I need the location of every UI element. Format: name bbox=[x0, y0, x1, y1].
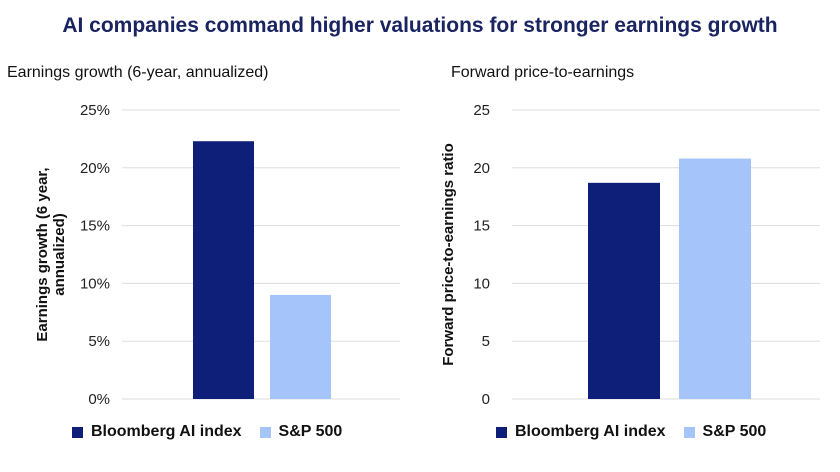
y-axis-label: Earnings growth (6 year, bbox=[34, 167, 51, 341]
page-title: AI companies command higher valuations f… bbox=[62, 14, 778, 37]
y-tick-label: 20 bbox=[473, 160, 490, 177]
left-chart-title: Earnings growth (6-year, annualized) bbox=[7, 64, 269, 81]
y-tick-label: 0 bbox=[482, 391, 490, 408]
y-tick-label: 25% bbox=[80, 102, 110, 119]
bar-sp500 bbox=[679, 158, 751, 399]
legend-item-ai-index: Bloomberg AI index bbox=[496, 423, 666, 441]
y-tick-label: 15% bbox=[80, 218, 110, 235]
right-chart-title: Forward price-to-earnings bbox=[451, 64, 635, 81]
bar-ai-index bbox=[588, 182, 660, 399]
y-tick-label: 5% bbox=[88, 333, 110, 350]
bar-sp500 bbox=[270, 294, 331, 399]
legend-label: Bloomberg AI index bbox=[515, 423, 666, 440]
left-legend: Bloomberg AI index S&P 500 bbox=[72, 423, 360, 441]
legend-label: S&P 500 bbox=[702, 423, 767, 440]
y-axis-label: annualized) bbox=[51, 213, 68, 296]
y-tick-label: 15 bbox=[473, 218, 490, 235]
bar-ai-index bbox=[193, 141, 254, 399]
y-axis-label: Forward price-to-earnings ratio bbox=[440, 143, 457, 366]
y-tick-label: 5 bbox=[482, 333, 490, 350]
legend-label: S&P 500 bbox=[278, 423, 343, 440]
forward-pe-chart: 0 5 10 15 20 25 Forward price-to-earnings rati… bbox=[440, 102, 820, 408]
right-legend: Bloomberg AI index S&P 500 bbox=[496, 423, 784, 441]
legend-swatch-sp500 bbox=[683, 426, 695, 438]
earnings-growth-chart: 0% 5% 10% 15% 20% 25% Earnings growth (6 year,… bbox=[34, 102, 400, 408]
y-tick-label: 0% bbox=[88, 391, 110, 408]
y-tick-label: 20% bbox=[80, 160, 110, 177]
legend-item-sp500: S&P 500 bbox=[259, 423, 343, 441]
legend-label: Bloomberg AI index bbox=[91, 423, 242, 440]
y-tick-label: 10% bbox=[80, 275, 110, 292]
legend-item-ai-index: Bloomberg AI index bbox=[72, 423, 242, 441]
legend-swatch-ai-index bbox=[496, 426, 507, 438]
y-tick-label: 25 bbox=[473, 102, 490, 119]
y-tick-label: 10 bbox=[473, 275, 490, 292]
legend-swatch-ai-index bbox=[72, 426, 83, 438]
legend-swatch-sp500 bbox=[259, 426, 271, 438]
legend-item-sp500: S&P 500 bbox=[683, 423, 767, 441]
